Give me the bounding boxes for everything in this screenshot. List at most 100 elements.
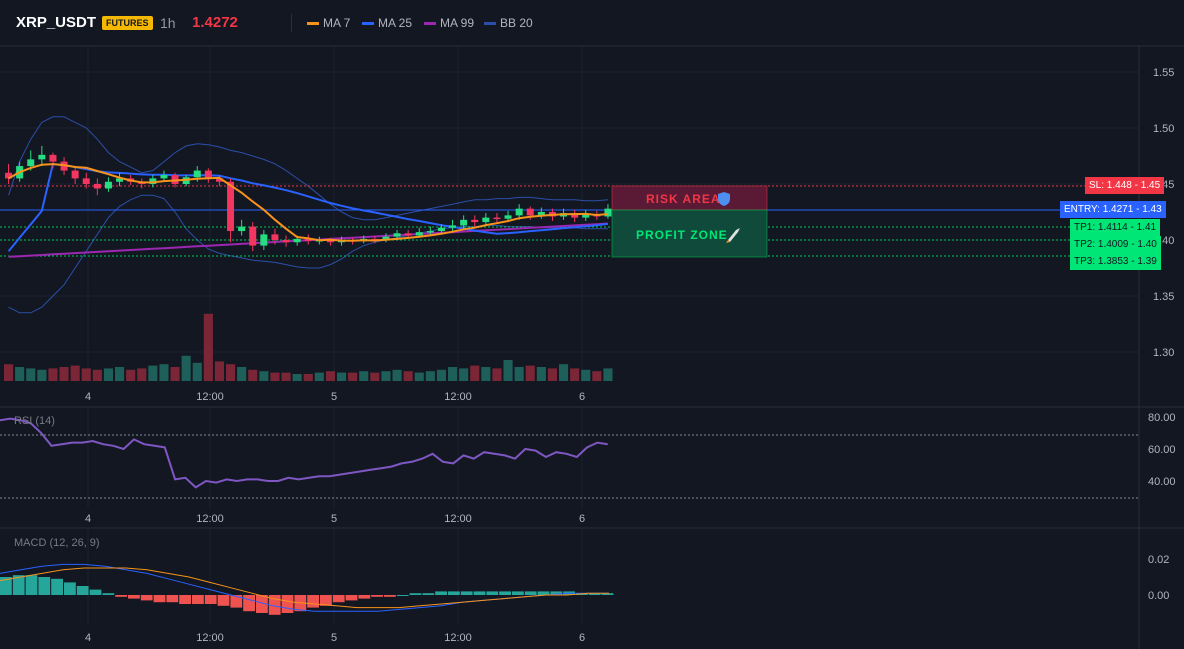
candle-body[interactable] — [160, 175, 168, 179]
macd-hist-bar — [102, 593, 115, 595]
symbol-name[interactable]: XRP_USDT — [16, 14, 97, 31]
candle-body[interactable] — [5, 172, 13, 179]
candle-body[interactable] — [382, 236, 390, 240]
volume-bar — [281, 372, 291, 381]
candle-body[interactable] — [93, 184, 101, 189]
candle-body[interactable] — [149, 178, 157, 184]
candle-body[interactable] — [393, 233, 401, 237]
candle-body[interactable] — [215, 178, 223, 182]
macd-hist-bar — [332, 595, 345, 603]
volume-bar — [37, 369, 47, 381]
volume-bar — [4, 364, 14, 381]
candle-body[interactable] — [193, 170, 201, 178]
candle-body[interactable] — [604, 208, 612, 217]
candle-body[interactable] — [582, 214, 590, 218]
volume-bar — [403, 371, 413, 381]
candle-body[interactable] — [493, 217, 501, 220]
candle-body[interactable] — [38, 154, 46, 160]
time-tick-label: 12:00 — [196, 391, 224, 403]
volume-bar — [115, 367, 125, 381]
candlesticks[interactable] — [5, 145, 612, 252]
candle-body[interactable] — [27, 159, 35, 167]
volume-bar — [92, 369, 102, 381]
candle-body[interactable] — [282, 240, 290, 243]
macd-hist-bar — [89, 589, 102, 595]
candle-body[interactable] — [49, 154, 57, 162]
macd-hist-bar — [550, 591, 563, 595]
candle-body[interactable] — [449, 225, 457, 228]
candle-body[interactable] — [227, 181, 235, 232]
candle-body[interactable] — [116, 178, 124, 182]
candle-body[interactable] — [304, 238, 312, 242]
volume-bar — [159, 364, 169, 381]
macd-hist-bar — [358, 595, 371, 599]
candle-body[interactable] — [571, 213, 579, 218]
candle-body[interactable] — [515, 208, 523, 216]
candle-body[interactable] — [238, 226, 246, 232]
time-tick-label: 6 — [579, 513, 585, 525]
candle-body[interactable] — [415, 232, 423, 236]
volume-bar — [370, 372, 380, 381]
candle-body[interactable] — [204, 170, 212, 179]
candle-body[interactable] — [437, 227, 445, 232]
bb20-swatch-icon — [484, 21, 496, 25]
candle-body[interactable] — [82, 178, 90, 184]
candle-body[interactable] — [104, 181, 112, 189]
volume-bar — [536, 367, 546, 381]
volume-bar — [325, 371, 335, 381]
candle-body[interactable] — [426, 231, 434, 233]
legend-ma99[interactable]: MA 99 — [424, 16, 474, 30]
volume-bar — [359, 371, 369, 381]
volume-bar — [137, 368, 147, 381]
volume-bar — [292, 374, 302, 381]
macd-hist-bar — [166, 595, 179, 603]
candle-body[interactable] — [71, 170, 79, 179]
legend-bb20[interactable]: BB 20 — [484, 16, 533, 30]
candle-body[interactable] — [460, 219, 468, 226]
volume-bar — [425, 371, 435, 381]
price-axis[interactable]: 1.551.501.451.401.351.30 — [1153, 67, 1174, 359]
candle-body[interactable] — [537, 212, 545, 216]
futures-badge: FUTURES — [102, 16, 153, 30]
candle-body[interactable] — [293, 238, 301, 243]
time-tick-label: 5 — [331, 632, 337, 644]
legend-bb20-label: BB 20 — [500, 16, 533, 30]
time-tick-label: 12:00 — [196, 513, 224, 525]
candle-body[interactable] — [271, 234, 279, 240]
volume-bar — [270, 372, 280, 381]
volume-bar — [547, 368, 557, 381]
macd-hist-bar — [396, 595, 409, 596]
legend-ma7[interactable]: MA 7 — [307, 16, 350, 30]
legend-ma25[interactable]: MA 25 — [362, 16, 412, 30]
time-axis[interactable]: 4 12:00 5 12:00 6 4 12:00 5 12:00 6 4 12:00 5 12:00 6 — [85, 391, 585, 644]
timeframe-selector[interactable]: 1h — [160, 15, 176, 31]
profit-zone[interactable] — [611, 209, 768, 258]
macd-title[interactable]: MACD (12, 26, 9) — [14, 537, 100, 549]
candle-body[interactable] — [326, 240, 334, 243]
volume-bar — [381, 371, 391, 381]
candle-body[interactable] — [260, 234, 268, 246]
candle-body[interactable] — [504, 215, 512, 219]
volume-bar — [481, 367, 491, 381]
macd-histogram — [0, 575, 614, 615]
volume-bar — [26, 368, 36, 381]
volume-bar — [414, 372, 424, 381]
chart-grid — [0, 46, 1139, 625]
macd-hist-bar — [448, 591, 460, 595]
macd-hist-bar — [256, 595, 268, 613]
rsi-tick-label: 80.00 — [1148, 412, 1176, 424]
candle-body[interactable] — [526, 208, 534, 216]
risk-area-zone[interactable] — [611, 185, 768, 211]
price-tick-label: 1.50 — [1153, 123, 1174, 135]
candle-body[interactable] — [404, 233, 412, 236]
macd-hist-bar — [499, 591, 511, 595]
candle-body[interactable] — [249, 226, 257, 246]
legend-ma7-label: MA 7 — [323, 16, 351, 30]
rsi-title[interactable]: RSI (14) — [14, 415, 55, 427]
candle-body[interactable] — [471, 219, 479, 223]
candle-body[interactable] — [482, 217, 490, 223]
volume-bar — [259, 371, 269, 381]
macd-hist-bar — [384, 595, 396, 597]
time-tick-label: 5 — [331, 513, 337, 525]
